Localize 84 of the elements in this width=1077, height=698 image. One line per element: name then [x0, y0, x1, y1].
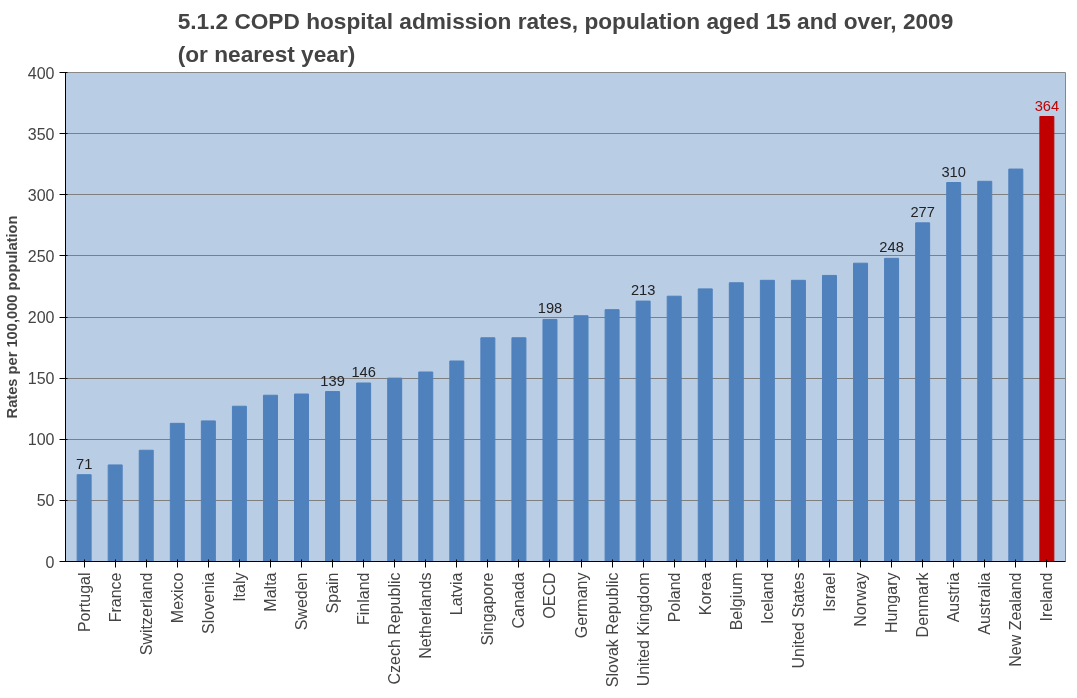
bar [325, 391, 341, 562]
data-label: 139 [320, 372, 345, 389]
x-tick-label: United States [789, 572, 807, 669]
x-tick-label: Slovenia [199, 572, 217, 634]
bar [697, 288, 713, 562]
bar [138, 449, 154, 562]
x-tick-label: Australia [976, 572, 994, 635]
bar [759, 279, 775, 562]
bar [294, 393, 310, 562]
x-tick-label: New Zealand [1007, 572, 1025, 667]
bar [107, 464, 123, 562]
bar [1008, 168, 1024, 562]
x-tick-label: Slovak Republic [603, 572, 621, 688]
bar [231, 405, 247, 562]
data-label: 71 [75, 455, 93, 472]
x-tick-label: Poland [665, 572, 683, 623]
x-tick-label: OECD [541, 572, 559, 619]
x-tick-label: Switzerland [137, 572, 155, 656]
bar [387, 377, 403, 562]
bar [200, 420, 216, 562]
x-tick-label: Iceland [758, 572, 776, 625]
x-tick-label: Spain [324, 572, 342, 614]
x-tick-label: Sweden [293, 572, 311, 631]
chart-title: 5.1.2 COPD hospital admission rates, population aged 15 and over, 2009 (or nearest year) [177, 7, 954, 68]
x-tick-label: Canada [510, 572, 528, 629]
bar [480, 337, 496, 562]
bar [418, 371, 434, 562]
bar [1039, 116, 1055, 562]
x-tick-label: United Kingdom [634, 572, 652, 687]
bar [573, 315, 589, 562]
bar [977, 180, 993, 562]
bar [76, 474, 92, 562]
y-tick-label: 400 [27, 64, 55, 82]
data-label: 248 [879, 239, 904, 256]
x-tick-label: Italy [230, 572, 248, 602]
y-tick-label: 200 [27, 309, 55, 326]
x-tick-label: Malta [261, 572, 279, 612]
data-label: 198 [537, 300, 563, 317]
bar [946, 182, 962, 562]
data-label: 364 [1034, 97, 1060, 114]
data-label: 146 [351, 364, 376, 381]
bar [728, 282, 744, 562]
x-tick-label: Czech Republic [386, 572, 404, 685]
bar [449, 360, 465, 562]
x-tick-label: Netherlands [417, 572, 435, 659]
x-tick-label: Singapore [479, 572, 497, 646]
x-tick-label: Israel [820, 572, 838, 612]
x-tick-label: Austria [945, 572, 963, 623]
bar [884, 257, 900, 562]
y-tick-label: 0 [45, 553, 55, 571]
bar [790, 279, 806, 562]
y-tick-label: 150 [27, 370, 55, 388]
data-label: 213 [630, 282, 656, 299]
y-tick-label: 250 [27, 247, 55, 265]
x-tick-label: Norway [852, 572, 870, 627]
bar [821, 274, 837, 562]
x-tick-label: Hungary [883, 572, 901, 633]
bar [666, 295, 682, 562]
bar [511, 337, 527, 562]
bar [169, 422, 185, 562]
x-tick-label: Latvia [448, 572, 466, 616]
y-tick-label: 350 [27, 125, 55, 143]
x-tick-label: France [106, 572, 124, 623]
data-label: 310 [941, 163, 966, 180]
x-tick-label: Ireland [1038, 572, 1056, 622]
bar [262, 394, 278, 562]
x-tick-label: Mexico [168, 572, 186, 624]
x-tick-label: Finland [355, 572, 373, 625]
y-axis-title: Rates per 100,000 population [3, 215, 20, 419]
y-tick-label: 300 [27, 186, 55, 204]
bar [604, 309, 620, 562]
bar [915, 222, 931, 562]
x-tick-label: Portugal [75, 572, 93, 633]
bar [635, 300, 651, 562]
y-tick-label: 50 [36, 492, 55, 510]
bar [356, 382, 372, 562]
x-tick-label: Denmark [914, 571, 932, 638]
x-tick-label: Germany [572, 572, 590, 639]
x-tick-label: Belgium [727, 572, 745, 631]
data-label: 277 [910, 203, 935, 220]
y-tick-label: 100 [27, 431, 55, 449]
x-tick-label: Korea [696, 572, 714, 616]
bar [853, 262, 869, 562]
bar [542, 318, 558, 562]
